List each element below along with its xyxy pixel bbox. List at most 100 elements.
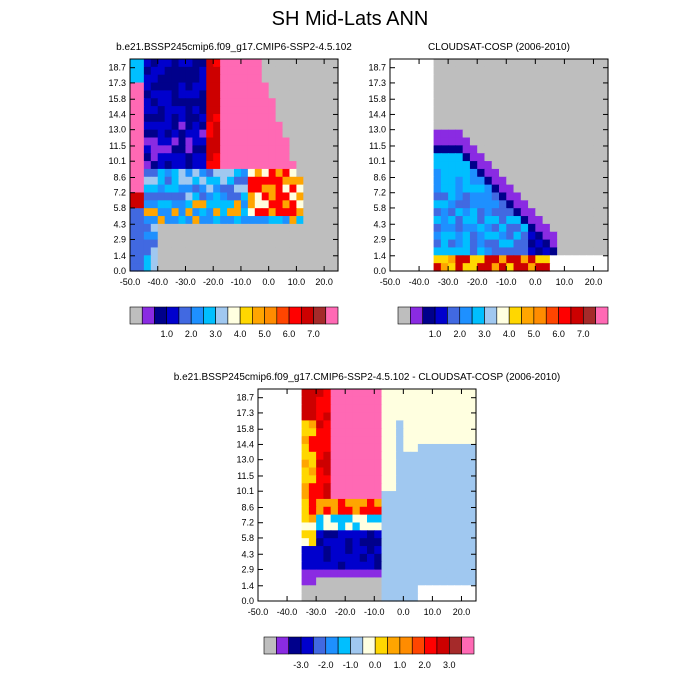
heatmap-cell [499,161,507,170]
heatmap-cell [279,389,288,398]
heatmap-cell [454,530,463,539]
heatmap-cell [289,59,297,68]
heatmap-cell [571,113,580,123]
obs-cells [390,59,609,272]
heatmap-cell [549,216,558,225]
heatmap-cell [513,153,522,162]
heatmap-cell [600,263,609,272]
heatmap-cell [130,223,138,233]
y-tick-label: 4.3 [113,219,126,229]
heatmap-cell [374,522,383,531]
heatmap-cell [455,263,464,272]
heatmap-cell [279,436,288,445]
heatmap-cell [571,59,580,68]
heatmap-cell [425,514,433,524]
heatmap-cell [426,255,435,264]
heatmap-cell [410,459,419,469]
heatmap-cell [301,553,310,563]
heatmap-cell [491,223,500,233]
heatmap-cell [448,59,456,68]
heatmap-cell [396,451,404,461]
heatmap-cell [499,121,507,131]
heatmap-cell [425,436,433,445]
heatmap-cell [275,168,284,178]
heatmap-cell [367,459,375,469]
heatmap-cell [462,98,471,107]
heatmap-cell [296,74,304,84]
heatmap-cell [417,428,426,437]
heatmap-cell [247,129,256,139]
heatmap-cell [323,577,332,586]
heatmap-cell [294,498,303,508]
heatmap-cell [403,569,412,579]
heatmap-cell [455,161,464,170]
heatmap-cell [164,145,173,154]
heatmap-cell [564,239,573,249]
heatmap-cell [192,168,200,178]
heatmap-cell [130,255,138,264]
heatmap-cell [345,506,354,516]
heatmap-cell [272,577,281,586]
heatmap-cell [303,239,311,249]
colorbar-swatch [325,636,339,655]
heatmap-cell [330,514,339,524]
heatmap-cell [303,137,311,146]
heatmap-cell [404,192,413,201]
heatmap-cell [164,176,173,186]
heatmap-cell [433,223,442,233]
heatmap-cell [316,483,324,492]
heatmap-cell [272,451,281,461]
heatmap-cell [491,192,500,201]
heatmap-cell [261,208,270,217]
heatmap-cell [359,530,368,539]
heatmap-cell [419,192,427,201]
heatmap-cell [352,428,361,437]
heatmap-cell [261,255,270,264]
heatmap-cell [268,153,277,162]
heatmap-cell [593,59,602,68]
heatmap-cell [303,113,311,123]
heatmap-cell [446,459,455,469]
heatmap-cell [535,184,544,194]
heatmap-cell [374,491,383,500]
heatmap-cell [287,420,295,429]
heatmap-cell [477,106,486,115]
heatmap-cell [446,546,455,555]
heatmap-cell [397,98,406,107]
heatmap-cell [593,231,602,241]
heatmap-cell [303,176,311,186]
heatmap-cell [374,506,383,516]
heatmap-cell [564,66,573,76]
heatmap-cell [448,90,456,99]
heatmap-cell [499,223,507,233]
heatmap-cell [455,200,464,209]
heatmap-cell [164,216,173,225]
heatmap-cell [323,436,332,445]
heatmap-cell [520,168,529,178]
heatmap-cell [419,200,427,209]
heatmap-cell [419,98,427,107]
heatmap-cell [403,404,412,414]
heatmap-cell [417,459,426,469]
heatmap-cell [549,82,558,92]
heatmap-cell [454,420,463,429]
heatmap-cell [513,184,522,194]
heatmap-cell [390,106,398,115]
heatmap-cell [461,538,470,547]
heatmap-cell [220,129,228,139]
heatmap-cell [461,498,470,508]
heatmap-cell [374,436,383,445]
heatmap-cell [220,106,228,115]
heatmap-cell [301,561,310,571]
heatmap-cell [324,161,332,170]
heatmap-cell [303,231,311,241]
colorbar-label: 2.0 [185,329,198,339]
heatmap-cell [199,231,207,241]
heatmap-cell [282,59,291,68]
heatmap-cell [240,184,249,194]
heatmap-cell [287,443,295,453]
heatmap-cell [130,137,138,146]
heatmap-cell [520,223,529,233]
heatmap-cell [261,184,270,194]
heatmap-cell [528,82,536,92]
